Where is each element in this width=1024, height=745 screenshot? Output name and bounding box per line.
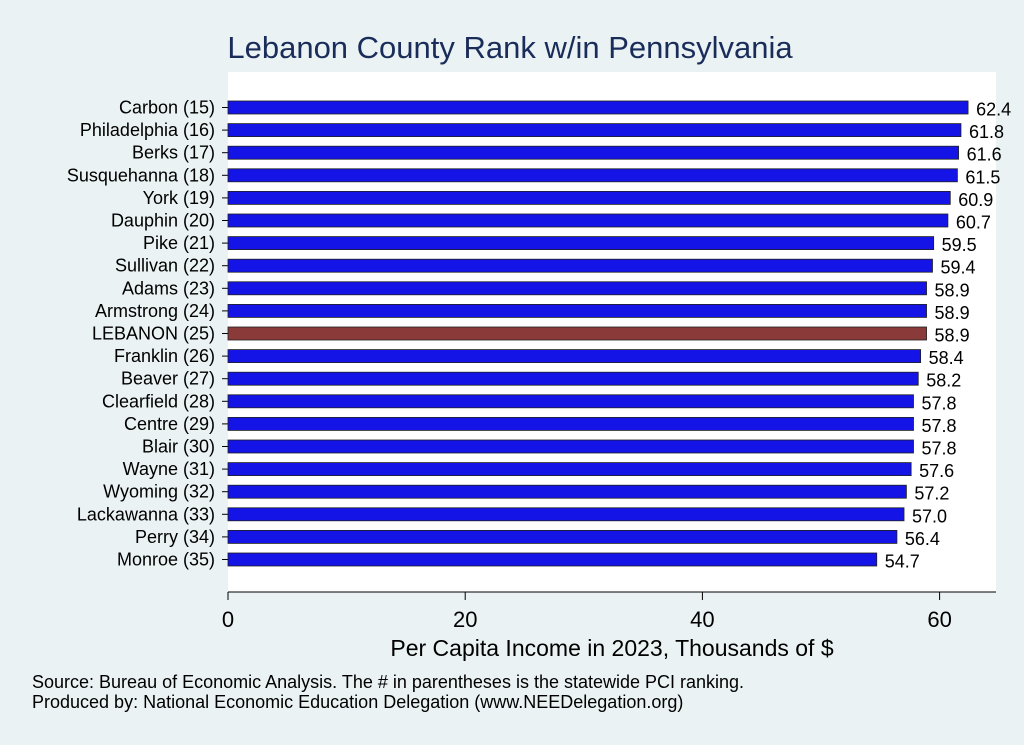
category-label: Wyoming (32) <box>103 482 215 502</box>
category-label: Armstrong (24) <box>95 301 215 321</box>
value-label: 58.9 <box>935 326 970 346</box>
category-label: Monroe (35) <box>117 550 215 570</box>
category-label: York (19) <box>143 188 215 208</box>
x-tick-label: 40 <box>690 607 714 632</box>
category-label: Philadelphia (16) <box>80 120 215 140</box>
bar <box>227 462 912 477</box>
category-label: Centre (29) <box>124 414 215 434</box>
category-label: Adams (23) <box>122 278 215 298</box>
value-label: 57.8 <box>922 416 957 436</box>
value-label: 60.7 <box>956 213 991 233</box>
category-label: Clearfield (28) <box>102 391 215 411</box>
bar <box>227 439 914 454</box>
category-label: Dauphin (20) <box>111 211 215 231</box>
bar <box>227 552 878 567</box>
value-label: 54.7 <box>885 552 920 572</box>
x-tick-label: 0 <box>222 607 234 632</box>
bar <box>227 371 919 386</box>
bar <box>227 303 927 318</box>
category-label: Wayne (31) <box>123 459 215 479</box>
bar <box>227 394 914 409</box>
value-label: 57.8 <box>922 393 957 413</box>
value-label: 57.8 <box>922 439 957 459</box>
value-label: 59.4 <box>940 258 975 278</box>
x-axis-label: Per Capita Income in 2023, Thousands of … <box>390 635 833 661</box>
value-label: 57.6 <box>919 461 954 481</box>
value-label: 58.9 <box>935 280 970 300</box>
bar <box>227 100 969 115</box>
bar <box>227 258 933 273</box>
category-label: Susquehanna (18) <box>67 165 215 185</box>
value-label: 61.8 <box>969 122 1004 142</box>
value-label: 60.9 <box>958 190 993 210</box>
bar <box>227 281 927 296</box>
category-label: Perry (34) <box>135 527 215 547</box>
category-label: Pike (21) <box>143 233 215 253</box>
producer-note: Produced by: National Economic Education… <box>32 692 683 712</box>
bar-highlight <box>227 326 927 341</box>
category-label: Blair (30) <box>142 437 215 457</box>
bar <box>227 530 898 544</box>
value-label: 62.4 <box>976 100 1011 120</box>
x-tick-label: 60 <box>927 607 951 632</box>
category-label: LEBANON (25) <box>92 324 215 344</box>
category-label: Carbon (15) <box>119 98 215 118</box>
bar <box>227 484 907 499</box>
bar <box>227 168 958 183</box>
source-note: Source: Bureau of Economic Analysis. The… <box>32 672 744 692</box>
chart-title: Lebanon County Rank w/in Pennsylvania <box>227 30 793 65</box>
category-label: Franklin (26) <box>114 346 215 366</box>
bar <box>227 416 914 431</box>
bar <box>227 349 922 364</box>
value-label: 58.2 <box>926 371 961 391</box>
value-label: 61.5 <box>965 167 1000 187</box>
bar <box>227 123 962 137</box>
value-label: 56.4 <box>905 529 940 549</box>
x-tick-label: 20 <box>453 607 477 632</box>
value-label: 58.9 <box>935 303 970 323</box>
value-label: 61.6 <box>967 145 1002 165</box>
bar <box>227 145 959 160</box>
bar <box>227 507 905 522</box>
bar <box>227 190 951 205</box>
x-axis-ticks: 0 20 40 60 <box>222 592 952 632</box>
value-label: 58.4 <box>929 348 964 368</box>
category-label: Sullivan (22) <box>115 256 215 276</box>
category-label: Beaver (27) <box>121 369 215 389</box>
value-label: 57.0 <box>912 506 947 526</box>
category-label: Berks (17) <box>132 143 215 163</box>
value-label: 57.2 <box>914 484 949 504</box>
value-label: 59.5 <box>942 235 977 255</box>
category-label: Lackawanna (33) <box>77 504 215 524</box>
bar <box>227 213 949 228</box>
bars-group: Carbon (15) 62.4 Philadelphia (16) 61.8 Berk… <box>67 98 1011 572</box>
bar <box>227 236 935 251</box>
